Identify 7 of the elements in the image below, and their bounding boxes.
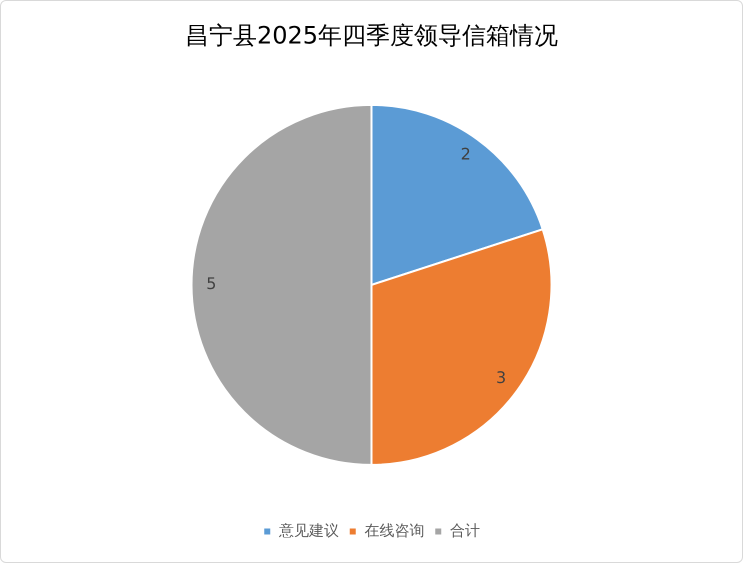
data-label: 2	[460, 144, 471, 164]
legend-label: 合计	[450, 521, 480, 540]
chart-title: 昌宁县2025年四季度领导信箱情况	[184, 22, 558, 50]
legend-label: 意见建议	[278, 521, 339, 540]
data-label: 3	[496, 368, 506, 388]
data-label: 5	[206, 274, 216, 294]
legend-label: 在线咨询	[364, 521, 424, 540]
